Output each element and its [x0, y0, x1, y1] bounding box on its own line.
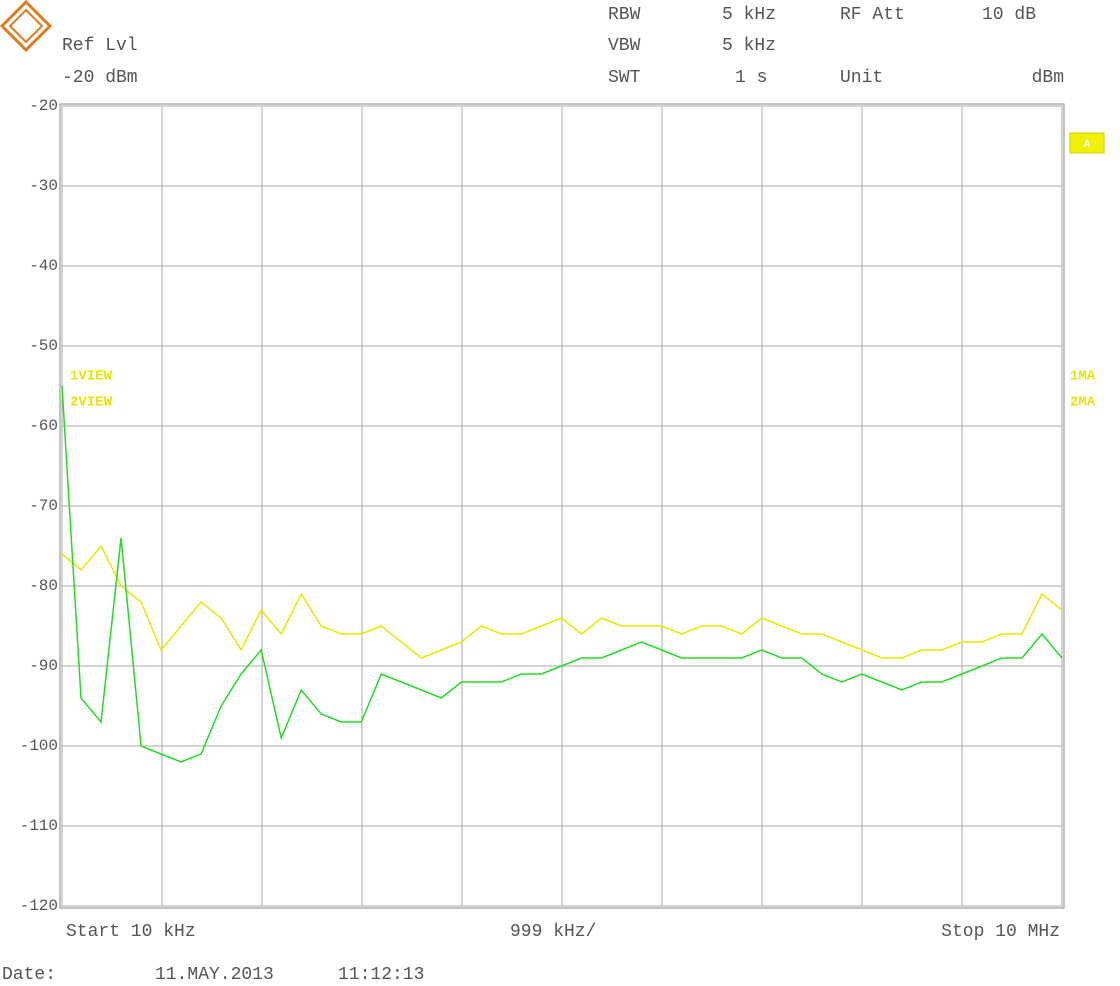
y-tick-label: -50: [29, 337, 58, 355]
vbw-label: VBW: [608, 36, 641, 56]
stop-label: Stop 10 MHz: [941, 922, 1060, 942]
date-label: Date:: [2, 965, 56, 985]
unit-value: dBm: [1032, 68, 1064, 88]
y-tick-label: -120: [20, 897, 58, 915]
start-label: Start 10 kHz: [66, 922, 196, 942]
time: 11:12:13: [338, 965, 424, 985]
span-label: 999 kHz/: [510, 922, 596, 942]
swt-value: 1 s: [735, 68, 767, 88]
trace-label: 1VIEW: [70, 369, 113, 385]
rf-att-value: 10 dB: [982, 5, 1036, 25]
trace: [61, 385, 1063, 763]
y-tick-label: -70: [29, 497, 58, 515]
y-tick-label: -20: [29, 97, 58, 115]
logo: [0, 0, 53, 53]
marker-label: A: [1084, 139, 1091, 151]
y-tick-label: -90: [29, 657, 58, 675]
trace: [61, 544, 1063, 659]
rbw-value: 5 kHz: [722, 5, 776, 25]
vbw-value: 5 kHz: [722, 36, 776, 56]
ref-lvl-label: Ref Lvl: [62, 36, 138, 56]
swt-label: SWT: [608, 68, 641, 88]
trace-label: 2VIEW: [70, 395, 113, 411]
rbw-label: RBW: [608, 5, 641, 25]
y-tick-label: -30: [29, 177, 58, 195]
date: 11.MAY.2013: [155, 965, 274, 985]
unit-label: Unit: [840, 68, 883, 88]
ref-lvl-value: -20 dBm: [62, 68, 138, 88]
trace-label: 1MA: [1070, 369, 1096, 385]
rf-att-label: RF Att: [840, 5, 905, 25]
y-tick-label: -60: [29, 417, 58, 435]
y-tick-label: -80: [29, 577, 58, 595]
plot-frame: [59, 103, 1065, 909]
y-tick-label: -110: [20, 817, 58, 835]
y-tick-label: -100: [20, 737, 58, 755]
y-tick-label: -40: [29, 257, 58, 275]
trace-label: 2MA: [1070, 395, 1096, 411]
marker-box: [1069, 132, 1105, 154]
